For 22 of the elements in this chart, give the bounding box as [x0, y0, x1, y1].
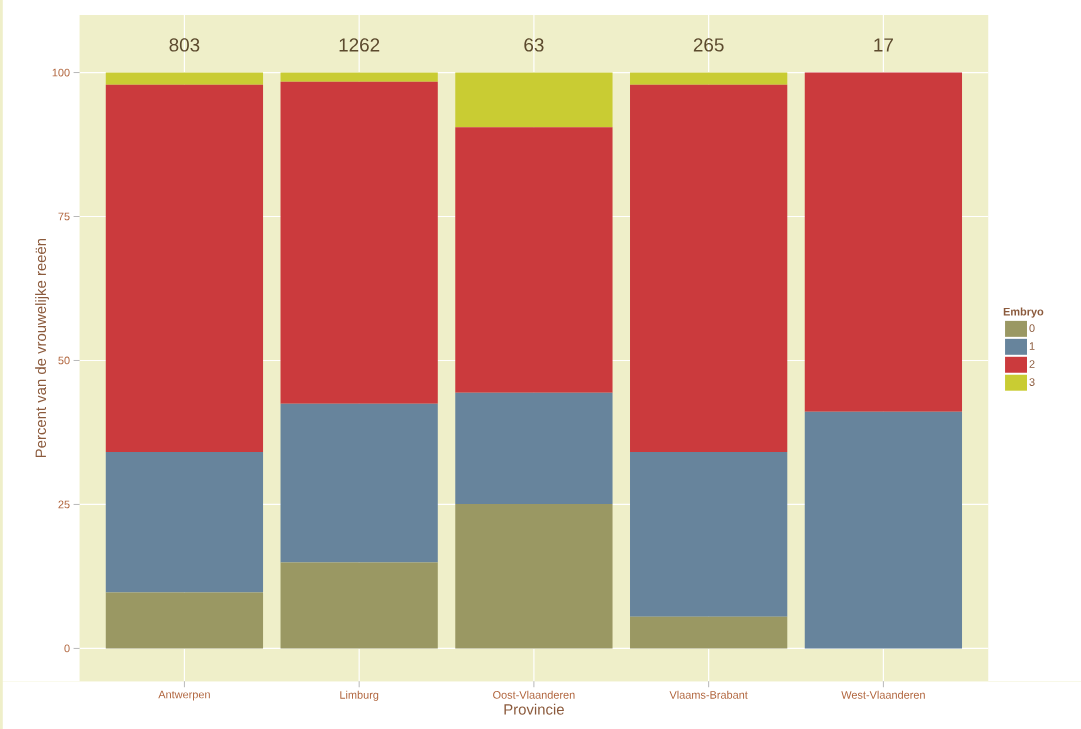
annotation: 17	[874, 38, 893, 52]
y-tick-label: 100	[52, 68, 70, 77]
x-tick-label: West-Vlaanderen	[841, 690, 925, 699]
y-tick-label: 0	[64, 644, 70, 653]
legend-label: 2	[1029, 360, 1035, 368]
legend-label: 0	[1029, 324, 1035, 332]
y-tick-label: 50	[58, 356, 70, 365]
annotation: 265	[693, 38, 724, 52]
annotation: 1262	[339, 38, 380, 52]
x-tick-label: Limburg	[340, 690, 379, 701]
annotation: 63	[524, 38, 544, 52]
legend-label: 3	[1029, 378, 1035, 386]
legend-title: Embryo	[1003, 307, 1044, 318]
legend-label: 1	[1029, 342, 1035, 350]
y-tick-label: 75	[58, 212, 70, 221]
y-axis-title: Percent van de vrouwelijke reeën	[35, 238, 49, 458]
x-tick-label: Antwerpen	[158, 690, 210, 701]
x-tick-label: Oost-Vlaanderen	[493, 690, 575, 699]
annotation: 803	[169, 38, 200, 52]
y-tick-label: 25	[58, 500, 70, 509]
x-tick-label: Vlaams-Brabant	[669, 690, 748, 699]
x-axis-title: Provincie	[504, 703, 564, 715]
